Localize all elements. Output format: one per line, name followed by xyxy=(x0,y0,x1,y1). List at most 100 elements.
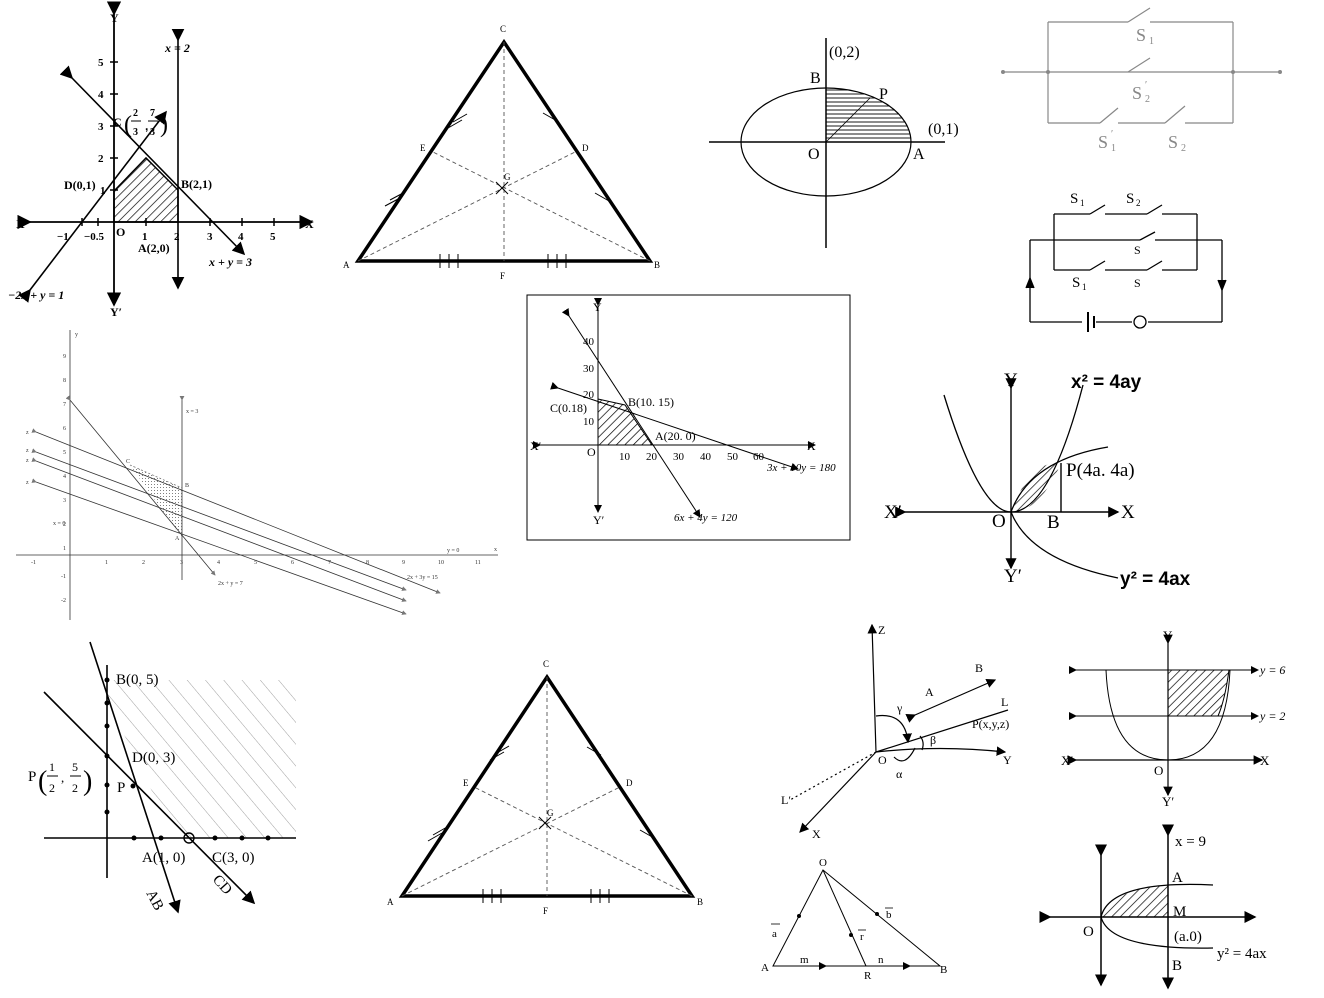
z-label: z xyxy=(26,458,29,464)
y-axis-label: Y xyxy=(593,300,602,314)
point-e-label: E xyxy=(420,143,426,153)
point-b-label: B(10. 15) xyxy=(628,395,674,409)
triangle-medians-2: A B C D E F G xyxy=(387,659,703,916)
ytick-label: 3 xyxy=(98,121,104,133)
shaded-region xyxy=(1011,462,1061,512)
point-b-label: B xyxy=(1047,512,1060,533)
origin-label: O xyxy=(587,445,596,459)
shaded-region xyxy=(1167,669,1230,717)
xtick-label: 5 xyxy=(254,560,257,566)
subscript: 1 xyxy=(1082,282,1087,292)
ytick-label: 3 xyxy=(63,498,66,504)
x-axis-label: X xyxy=(1260,753,1270,768)
y-axis-label: Y xyxy=(1004,370,1018,391)
point-c-x-num: 2 xyxy=(133,108,138,119)
centroid-g-label: G xyxy=(504,172,511,182)
line-a-label: 2x + 3y = 15 xyxy=(407,575,438,581)
xtick-label: 40 xyxy=(700,451,712,463)
parabola-strip: Y Y′ X X′ O y = 6 y = 2 xyxy=(1061,628,1285,809)
point-p-x-den: 2 xyxy=(49,781,55,795)
x-axis-label: X xyxy=(812,827,821,841)
line-b-label: 2x + y = 7 xyxy=(218,581,243,587)
point-e-label: E xyxy=(463,778,469,788)
switch-s3-label: S xyxy=(1072,275,1080,291)
line-ab-label: AB xyxy=(142,887,166,913)
vector-b-label: b xyxy=(886,909,892,921)
xtick-label: 10 xyxy=(438,560,444,566)
ytick-label: 4 xyxy=(63,474,66,480)
y-axis-label: Y xyxy=(1163,628,1173,643)
vertex-a-label: A xyxy=(387,897,394,907)
xtick-label: 11 xyxy=(475,560,481,566)
origin-label: O xyxy=(1083,924,1094,940)
angle-alpha-arc xyxy=(893,747,916,762)
point-p-y-den: 2 xyxy=(72,781,78,795)
vertex-c-label: C xyxy=(543,659,549,669)
median-lines xyxy=(357,42,651,262)
radius-op xyxy=(825,97,871,143)
y-axis-label: Y xyxy=(1003,753,1012,767)
point-d-label: D(0, 3) xyxy=(132,750,175,766)
shaded-quadrant xyxy=(826,88,911,142)
xtick-label: 7 xyxy=(328,560,331,566)
ytick-label: 2 xyxy=(98,153,104,165)
vertex-c-label: C xyxy=(500,24,506,34)
line-y0-label: y = 0 xyxy=(447,548,459,554)
lp-graph-1: X X′ Y Y′ x = 2 x + y = 3 −2x + y = 1 D(… xyxy=(8,1,314,319)
subscript: 1 xyxy=(1080,198,1085,208)
switch-s1-label: S xyxy=(1070,191,1078,207)
point-b-label: B xyxy=(810,70,821,87)
xtick-label: 5 xyxy=(270,231,276,243)
ytick-label: 10 xyxy=(583,416,595,428)
iso-line xyxy=(31,478,407,615)
median-lines xyxy=(401,677,693,897)
shaded-region xyxy=(1101,885,1168,917)
lp-graph-framed: Y Y′ X X′ O C(0.18) B(10. 15) A(20. 0) 3… xyxy=(526,294,851,541)
section-formula-vectors xyxy=(771,869,942,970)
switch-circuit-2-labels: S S S S S 1 2 1 xyxy=(1070,191,1141,292)
direction-cosines-3d xyxy=(789,623,1009,833)
origin-label: O xyxy=(808,146,820,163)
ytick-label: 6 xyxy=(63,426,66,432)
xtick-label: 3 xyxy=(180,560,183,566)
x-axis-label: x xyxy=(494,547,497,553)
switch-circuit-1-labels: S S S S 1 2 ′ 1 ′ 2 xyxy=(1001,25,1282,154)
point-a-label: A(20. 0) xyxy=(655,429,696,443)
prime-mark: ′ xyxy=(1111,129,1113,140)
figure-frame xyxy=(526,294,851,541)
ytick-label: 9 xyxy=(63,354,66,360)
xtick-label: 3 xyxy=(207,231,213,243)
y-axis-label: Y xyxy=(110,11,119,25)
point-b-label: B(0, 5) xyxy=(116,672,159,688)
shaded-region xyxy=(107,680,296,838)
point-m-label: M xyxy=(1173,904,1186,920)
svg-text:,: , xyxy=(145,119,148,133)
vector-r-label: r xyxy=(860,931,864,943)
ytick-label: 8 xyxy=(63,378,66,384)
point-c-y-num: 7 xyxy=(150,108,155,119)
ratio-n-label: n xyxy=(878,954,884,966)
switch-s1-label: S xyxy=(1136,25,1146,45)
prime-mark: ′ xyxy=(1145,80,1147,91)
line-y6-label: y = 6 xyxy=(1259,663,1285,677)
ytick-label: 20 xyxy=(583,389,595,401)
y-axis-neg-label: Y′ xyxy=(593,513,605,527)
x-axis-neg-label: X′ xyxy=(16,217,28,231)
line-neg-label: −2x + y = 1 xyxy=(8,288,64,302)
line-x2-label: x = 2 xyxy=(164,41,190,55)
point-c-y-den: 3 xyxy=(150,127,155,138)
ytick-label: 30 xyxy=(583,363,595,375)
subscript: 1 xyxy=(1111,143,1116,154)
xtick-label: 20 xyxy=(646,451,658,463)
vertex-b-label: B xyxy=(654,260,660,270)
y-axis-neg-label: Y′ xyxy=(1162,794,1174,809)
xtick-label: −0.5 xyxy=(84,231,105,243)
point-f-label: F xyxy=(543,906,548,916)
line-x-plus-y-3 xyxy=(59,65,246,256)
equation-label: y² = 4ax xyxy=(1217,946,1267,962)
section-formula-labels: O A B R m n a b r xyxy=(761,857,947,982)
line-x9-label: x = 9 xyxy=(1175,834,1206,850)
point-f-label: F xyxy=(500,271,505,281)
x-axis xyxy=(799,751,877,833)
xtick-label: 6 xyxy=(291,560,294,566)
